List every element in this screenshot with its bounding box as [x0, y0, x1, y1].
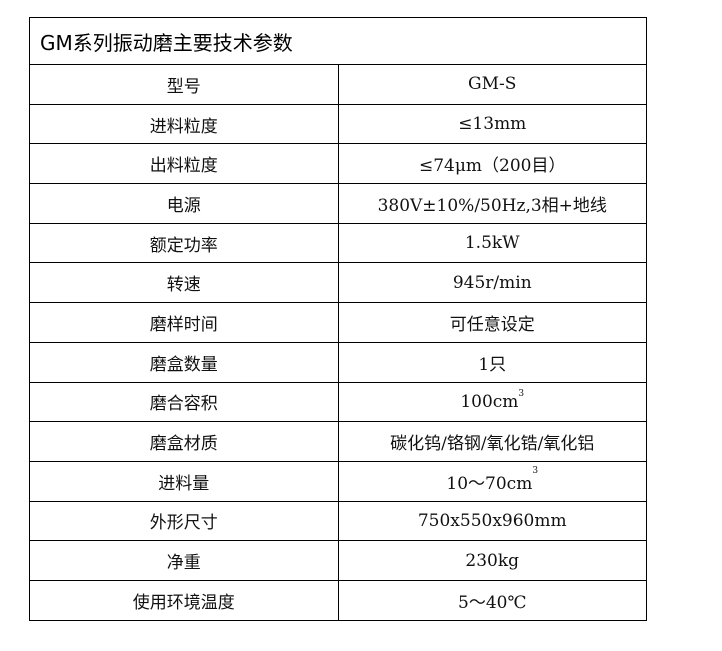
table-title: GM系列振动磨主要技术参数	[29, 17, 647, 65]
table-row: 使用环境温度 5～40℃	[29, 579, 647, 621]
param-value: 945r/min	[337, 262, 647, 304]
param-value-text: 1只	[478, 354, 507, 375]
param-label: 型号	[29, 64, 339, 105]
table-row: 磨样时间 可任意设定	[29, 302, 647, 343]
param-label: 使用环境温度	[29, 579, 339, 621]
spec-table: GM系列振动磨主要技术参数 型号 GM-S 进料粒度 ≤13mm 出料粒度 ≤74μm（2…	[29, 17, 647, 621]
table-row: 进料粒度 ≤13mm	[29, 103, 647, 145]
param-label: 磨合容积	[29, 381, 339, 423]
param-value: 5～40℃	[337, 579, 647, 621]
param-value-text: 10～70cm	[446, 473, 533, 494]
param-label: 进料粒度	[29, 103, 339, 145]
param-label: 出料粒度	[29, 143, 339, 185]
param-label: 电源	[29, 183, 339, 224]
param-value: 750x550x960mm	[337, 500, 647, 542]
param-label: 转速	[29, 262, 339, 304]
table-row: 磨盒数量 1只	[29, 341, 647, 383]
param-value-text: 380V±10%/50Hz,3相+地线	[377, 195, 607, 216]
table-row: 磨盒材质 碳化钨/铬钢/氧化锆/氧化铝	[29, 421, 647, 462]
param-label: 额定功率	[29, 222, 339, 264]
table-row: 型号 GM-S	[29, 64, 647, 105]
param-value-text: 945r/min	[452, 272, 532, 293]
param-value-text: 230kg	[465, 550, 520, 571]
param-label: 磨样时间	[29, 302, 339, 343]
superscript: 3	[532, 465, 539, 476]
param-value-text: ≤74μm（200目）	[419, 156, 566, 177]
param-label: 外形尺寸	[29, 500, 339, 542]
param-value: ≤74μm（200目）	[337, 143, 647, 185]
param-value-text: 100cm	[460, 391, 519, 412]
param-value-text: 碳化钨/铬钢/氧化锆/氧化铝	[390, 434, 595, 455]
param-value: 380V±10%/50Hz,3相+地线	[337, 183, 647, 224]
param-value: 100cm3	[337, 381, 647, 423]
param-label: 磨盒材质	[29, 421, 339, 462]
superscript: 3	[518, 388, 525, 399]
param-value-text: 1.5kW	[464, 233, 520, 254]
param-value-text: 可任意设定	[449, 314, 535, 335]
param-label: 进料量	[29, 460, 339, 502]
param-value: 230kg	[337, 540, 647, 581]
param-value: 可任意设定	[337, 302, 647, 343]
table-row: 进料量 10～70cm3	[29, 460, 647, 502]
param-value: 碳化钨/铬钢/氧化锆/氧化铝	[337, 421, 647, 462]
table-row: 电源 380V±10%/50Hz,3相+地线	[29, 183, 647, 224]
param-value-text: ≤13mm	[458, 114, 527, 135]
param-value: 1.5kW	[337, 222, 647, 264]
param-value: 1只	[337, 341, 647, 383]
table-row: 外形尺寸 750x550x960mm	[29, 500, 647, 542]
param-value-text: 5～40℃	[458, 592, 527, 613]
param-value: ≤13mm	[337, 103, 647, 145]
param-value: 10～70cm3	[337, 460, 647, 502]
param-value-text: GM-S	[468, 74, 517, 95]
table-row: 额定功率 1.5kW	[29, 222, 647, 264]
param-value-text: 750x550x960mm	[417, 510, 567, 531]
title-row: GM系列振动磨主要技术参数	[29, 17, 647, 65]
param-label: 磨盒数量	[29, 341, 339, 383]
table-row: 转速 945r/min	[29, 262, 647, 304]
table-row: 净重 230kg	[29, 540, 647, 581]
table-row: 出料粒度 ≤74μm（200目）	[29, 143, 647, 185]
table-row: 磨合容积 100cm3	[29, 381, 647, 423]
param-value: GM-S	[337, 64, 647, 105]
param-label: 净重	[29, 540, 339, 581]
